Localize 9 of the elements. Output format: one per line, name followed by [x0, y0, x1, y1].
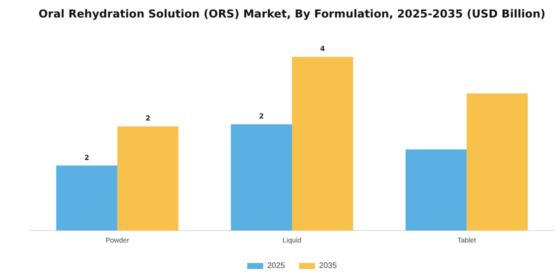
- chart-title: Oral Rehydration Solution (ORS) Market, By Formulation, 2025-2035 (USD Billion): [38, 7, 546, 20]
- bar: [406, 149, 467, 231]
- bar: [230, 124, 292, 231]
- bar: [292, 56, 354, 231]
- legend-label: 2025: [267, 261, 286, 270]
- bar: [466, 93, 528, 231]
- legend-label: 2035: [319, 261, 338, 270]
- bar: [117, 126, 178, 231]
- bar: [56, 165, 118, 231]
